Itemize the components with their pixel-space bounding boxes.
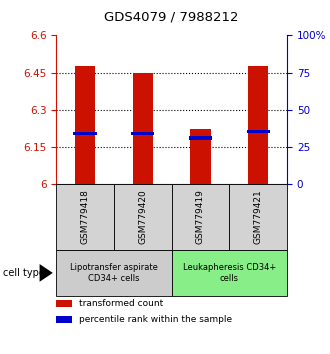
Polygon shape xyxy=(40,264,53,282)
Bar xyxy=(229,184,287,250)
Bar xyxy=(189,136,212,140)
Bar xyxy=(133,73,153,184)
Text: GSM779418: GSM779418 xyxy=(81,189,89,244)
Bar xyxy=(56,250,172,296)
Bar xyxy=(56,300,72,307)
Bar xyxy=(56,184,114,250)
Bar xyxy=(247,130,270,133)
Text: GDS4079 / 7988212: GDS4079 / 7988212 xyxy=(104,10,239,23)
Text: Lipotransfer aspirate
CD34+ cells: Lipotransfer aspirate CD34+ cells xyxy=(70,263,158,282)
Bar xyxy=(75,66,95,184)
Bar xyxy=(114,184,172,250)
Text: transformed count: transformed count xyxy=(79,299,163,308)
Text: GSM779421: GSM779421 xyxy=(254,189,263,244)
Bar xyxy=(56,316,72,323)
Bar xyxy=(172,250,287,296)
Bar xyxy=(248,66,268,184)
Text: Leukapheresis CD34+
cells: Leukapheresis CD34+ cells xyxy=(183,263,276,282)
Bar xyxy=(190,130,211,184)
Text: cell type: cell type xyxy=(3,268,45,278)
Bar xyxy=(73,132,97,135)
Text: percentile rank within the sample: percentile rank within the sample xyxy=(79,315,232,324)
Text: GSM779420: GSM779420 xyxy=(138,189,147,244)
Bar xyxy=(131,132,154,135)
Text: GSM779419: GSM779419 xyxy=(196,189,205,244)
Bar xyxy=(172,184,229,250)
